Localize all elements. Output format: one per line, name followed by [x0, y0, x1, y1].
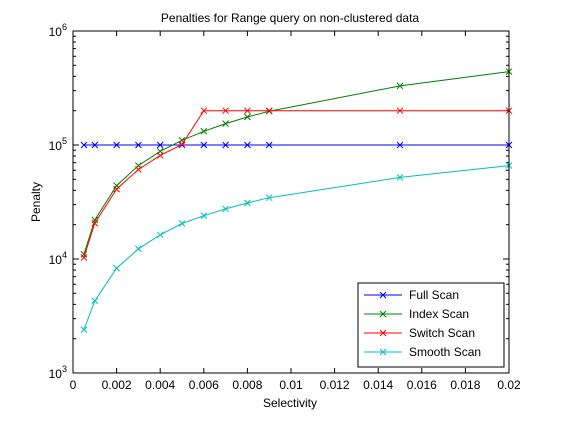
legend-marker — [379, 310, 387, 318]
index-scan-point — [244, 113, 251, 121]
full-scan-point — [135, 141, 142, 149]
smooth-scan-point — [80, 326, 88, 334]
smooth-scan-point — [178, 220, 186, 227]
full-scan-point — [222, 141, 229, 149]
x-tick-label: 0.018 — [450, 378, 480, 392]
legend-label: Index Scan — [409, 307, 469, 321]
x-tick-label: 0.004 — [145, 378, 175, 392]
smooth-scan-series — [80, 162, 513, 334]
x-tick-label: 0.008 — [232, 378, 262, 392]
switch-scan-point — [178, 141, 186, 148]
switch-scan-point — [156, 152, 164, 159]
full-scan-point — [156, 141, 164, 149]
switch-scan-point — [265, 107, 273, 115]
smooth-scan-point — [222, 205, 229, 213]
legend-item-index-scan: Index Scan — [364, 307, 469, 321]
smooth-scan-point — [265, 194, 273, 202]
legend-marker — [379, 329, 387, 337]
full-scan-point — [396, 141, 404, 149]
x-tick-label: 0.016 — [407, 378, 437, 392]
y-tick-label: 103 — [49, 364, 67, 381]
full-scan-point — [91, 141, 99, 149]
index-scan-point — [222, 120, 229, 127]
smooth-scan-point — [200, 212, 208, 220]
switch-scan-point — [91, 219, 99, 227]
full-scan-point — [244, 141, 251, 149]
switch-scan-point — [80, 254, 88, 261]
legend-label: Switch Scan — [409, 326, 475, 340]
smooth-scan-line — [83, 165, 510, 330]
x-tick-label: 0.002 — [102, 378, 132, 392]
legend-label: Smooth Scan — [409, 345, 481, 359]
index-scan-point — [200, 127, 208, 135]
smooth-scan-point — [396, 174, 404, 181]
switch-scan-point — [396, 107, 404, 115]
legend-label: Full Scan — [409, 288, 459, 302]
smooth-scan-point — [91, 297, 99, 305]
y-axis-label: Penalty — [29, 182, 43, 222]
x-tick-label: 0.01 — [279, 378, 303, 392]
full-scan-point — [265, 141, 273, 149]
y-tick-label: 106 — [49, 22, 67, 39]
x-tick-label: 0.014 — [363, 378, 393, 392]
x-tick-label: 0 — [70, 378, 77, 392]
x-tick-label: 0.012 — [320, 378, 350, 392]
switch-scan-point — [244, 107, 251, 115]
legend: Full Scan Index Scan Switch Scan Smooth Sca… — [357, 282, 505, 368]
switch-scan-point — [200, 107, 208, 115]
full-scan-point — [113, 141, 120, 149]
x-tick-label: 0.006 — [189, 378, 219, 392]
switch-scan-line — [83, 110, 509, 258]
switch-scan-point — [113, 185, 120, 193]
legend-item-full-scan: Full Scan — [364, 288, 459, 302]
index-scan-point — [91, 216, 99, 224]
plot-frame — [72, 30, 510, 374]
legend-item-switch-scan: Switch Scan — [364, 326, 475, 340]
legend-marker — [379, 291, 387, 299]
index-scan-line — [83, 71, 510, 255]
smooth-scan-point — [156, 231, 164, 239]
switch-scan-point — [222, 107, 229, 115]
y-tick-label: 104 — [49, 250, 67, 267]
switch-scan-series — [80, 107, 513, 261]
switch-scan-point — [135, 166, 142, 173]
full-scan-point — [80, 141, 88, 149]
smooth-scan-point — [135, 245, 142, 253]
legend-item-smooth-scan: Smooth Scan — [364, 345, 481, 359]
index-scan-point — [396, 82, 404, 90]
smooth-scan-point — [244, 199, 251, 207]
smooth-scan-point — [113, 264, 120, 272]
y-tick-label: 105 — [49, 136, 67, 153]
x-tick-label: 0.02 — [497, 378, 521, 392]
x-axis-label: Selectivity — [263, 396, 317, 410]
legend-marker — [379, 348, 387, 356]
chart-title: Penalties for Range query on non-cluster… — [161, 11, 419, 25]
full-scan-point — [200, 141, 208, 149]
